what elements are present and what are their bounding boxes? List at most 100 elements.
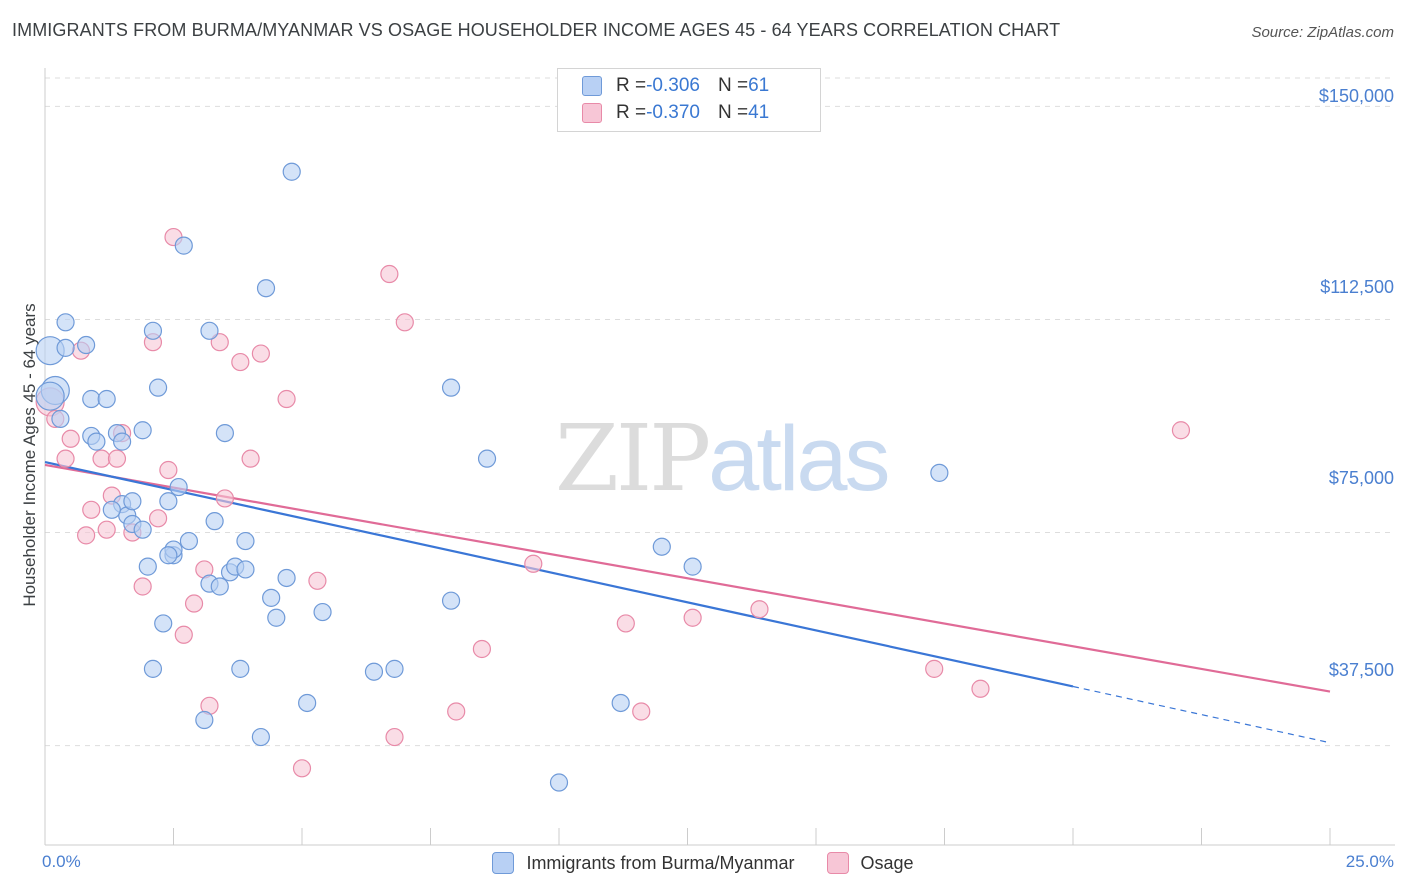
point-osage [148,509,168,528]
y-tick-label-112500: $112,500 [1320,277,1394,297]
point-burma [683,557,702,576]
point-burma [174,236,193,255]
point-osage [159,460,178,480]
stats-legend-row-burma: R = -0.306 N = 61 [582,74,769,98]
point-osage [447,702,466,721]
legend-label-osage: Osage [860,852,914,873]
point-burma [262,588,281,607]
point-burma [313,602,332,622]
point-burma [298,693,317,713]
legend-item-osage[interactable]: Osage [826,852,914,874]
point-osage [210,333,229,352]
points-layer [35,162,1191,792]
point-osage [395,313,414,332]
watermark-atlas: atlas [708,408,890,510]
source-label: Source: ZipAtlas.com [1251,24,1394,41]
point-burma [477,449,497,468]
legend-swatch-osage [826,852,849,874]
axis-layer [44,68,1395,846]
point-burma [231,659,250,678]
point-osage [97,520,116,539]
point-osage [472,639,491,659]
trend-line-burma-extension [1072,685,1331,744]
n-value-burma: 61 [748,75,770,96]
n-label: N = [717,75,749,96]
point-burma [236,560,255,579]
point-burma [652,537,671,556]
point-osage [308,571,327,590]
point-burma [77,335,96,355]
point-burma [267,608,286,627]
x-tick-label-max: 25.0% [1345,852,1394,871]
point-burma [87,432,106,451]
point-burma [159,492,178,511]
point-osage [56,449,75,468]
point-burma [179,531,199,551]
point-burma [210,577,229,596]
point-burma [102,500,121,519]
point-osage [616,614,635,633]
osage-swatch [582,103,602,123]
point-burma [159,546,178,565]
point-burma [200,321,219,340]
point-osage [632,702,651,721]
point-osage [971,679,990,698]
point-burma [56,313,75,332]
point-burma [169,477,188,497]
point-burma [154,614,173,633]
point-burma [148,378,168,397]
point-burma [133,421,152,440]
point-osage [380,264,399,284]
point-osage [385,727,404,747]
point-burma [133,520,152,539]
point-osage [133,577,152,596]
y-tick-label-37500: $37,500 [1328,660,1394,680]
point-burma [441,378,461,397]
r-value-osage: -0.370 [646,102,700,123]
point-osage [683,608,702,627]
n-value-osage: 41 [748,102,770,123]
point-burma [282,162,301,181]
point-osage [750,600,769,619]
point-osage [215,489,234,508]
point-burma [236,531,255,551]
point-osage [184,594,204,613]
trend-line-osage [44,463,1331,693]
x-tick-label-min: 0.0% [42,852,81,871]
point-burma [277,568,296,588]
point-burma [82,389,101,409]
point-burma [251,727,270,747]
point-osage [107,449,127,468]
watermark-zip: ZIP [555,405,711,512]
point-burma [930,463,949,482]
point-osage [231,352,250,372]
point-osage [92,449,111,468]
point-burma [35,381,65,411]
point-burma [385,659,404,678]
series-legend: Immigrants from Burma/Myanmar Osage [0,852,1406,874]
r-label: R = [616,75,647,96]
stats-legend: R = -0.306 N = 61 R = -0.370 N = 41 [557,68,821,132]
stats-legend-row-osage: R = -0.370 N = 41 [582,101,769,125]
legend-item-burma[interactable]: Immigrants from Burma/Myanmar [492,852,795,874]
point-burma [256,279,276,298]
point-burma [51,409,70,428]
point-burma [205,512,224,531]
point-osage [77,526,96,545]
point-burma [56,338,75,357]
y-axis-label: Householder Income Ages 45 - 64 years [20,303,39,607]
burma-swatch [582,76,602,96]
point-osage [925,659,944,678]
point-burma [112,432,132,451]
point-burma [195,710,214,730]
y-tick-label-150000: $150,000 [1318,86,1394,106]
point-burma [611,693,630,713]
point-osage [292,759,312,778]
point-burma [364,662,384,681]
point-osage [277,389,296,409]
r-value-burma: -0.306 [646,75,700,96]
point-burma [143,321,163,340]
grid-layer [45,77,1395,747]
point-osage [241,449,260,468]
